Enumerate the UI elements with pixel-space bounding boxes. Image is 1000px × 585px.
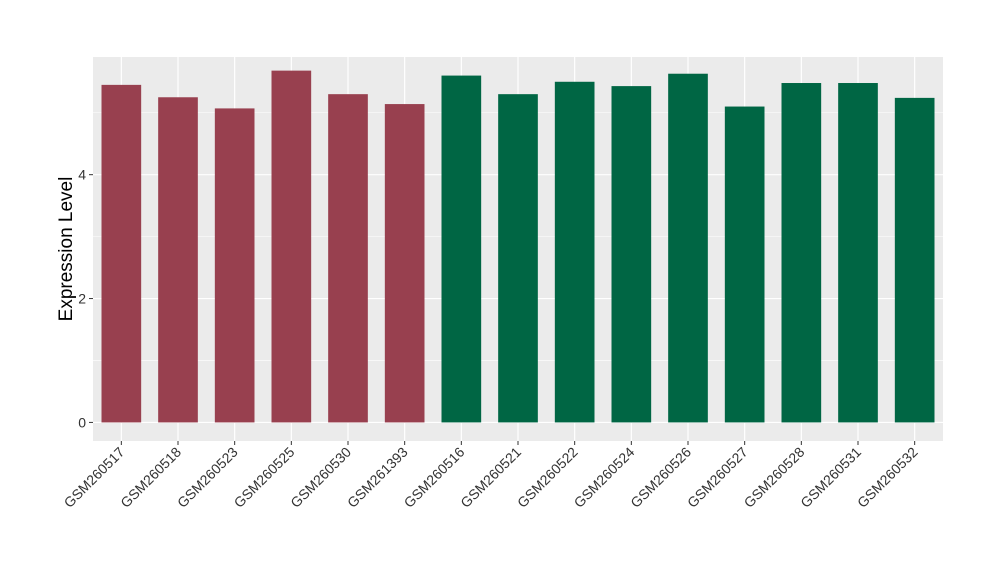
- bar: [101, 84, 142, 423]
- bar: [611, 86, 652, 423]
- x-tick-label: GSM260532: [854, 444, 921, 511]
- bars: [101, 70, 935, 423]
- bar: [668, 73, 708, 423]
- bar: [328, 94, 368, 423]
- y-tick-label: 4: [78, 167, 86, 183]
- y-tick-label: 0: [78, 414, 86, 430]
- bar: [498, 94, 538, 423]
- y-axis: 0 2 4: [78, 167, 93, 430]
- bar: [554, 81, 595, 423]
- y-axis-title: Expression Level: [56, 177, 77, 322]
- bar: [214, 108, 255, 423]
- bar: [781, 83, 822, 423]
- bar: [894, 97, 935, 423]
- bar: [384, 104, 425, 423]
- x-axis: GSM260517GSM260518GSM260523GSM260525GSM2…: [61, 441, 921, 511]
- bar: [441, 75, 482, 423]
- bar: [838, 83, 878, 423]
- y-tick-label: 2: [78, 291, 86, 307]
- bar: [271, 70, 312, 423]
- bar: [724, 106, 765, 423]
- bar: [158, 97, 198, 423]
